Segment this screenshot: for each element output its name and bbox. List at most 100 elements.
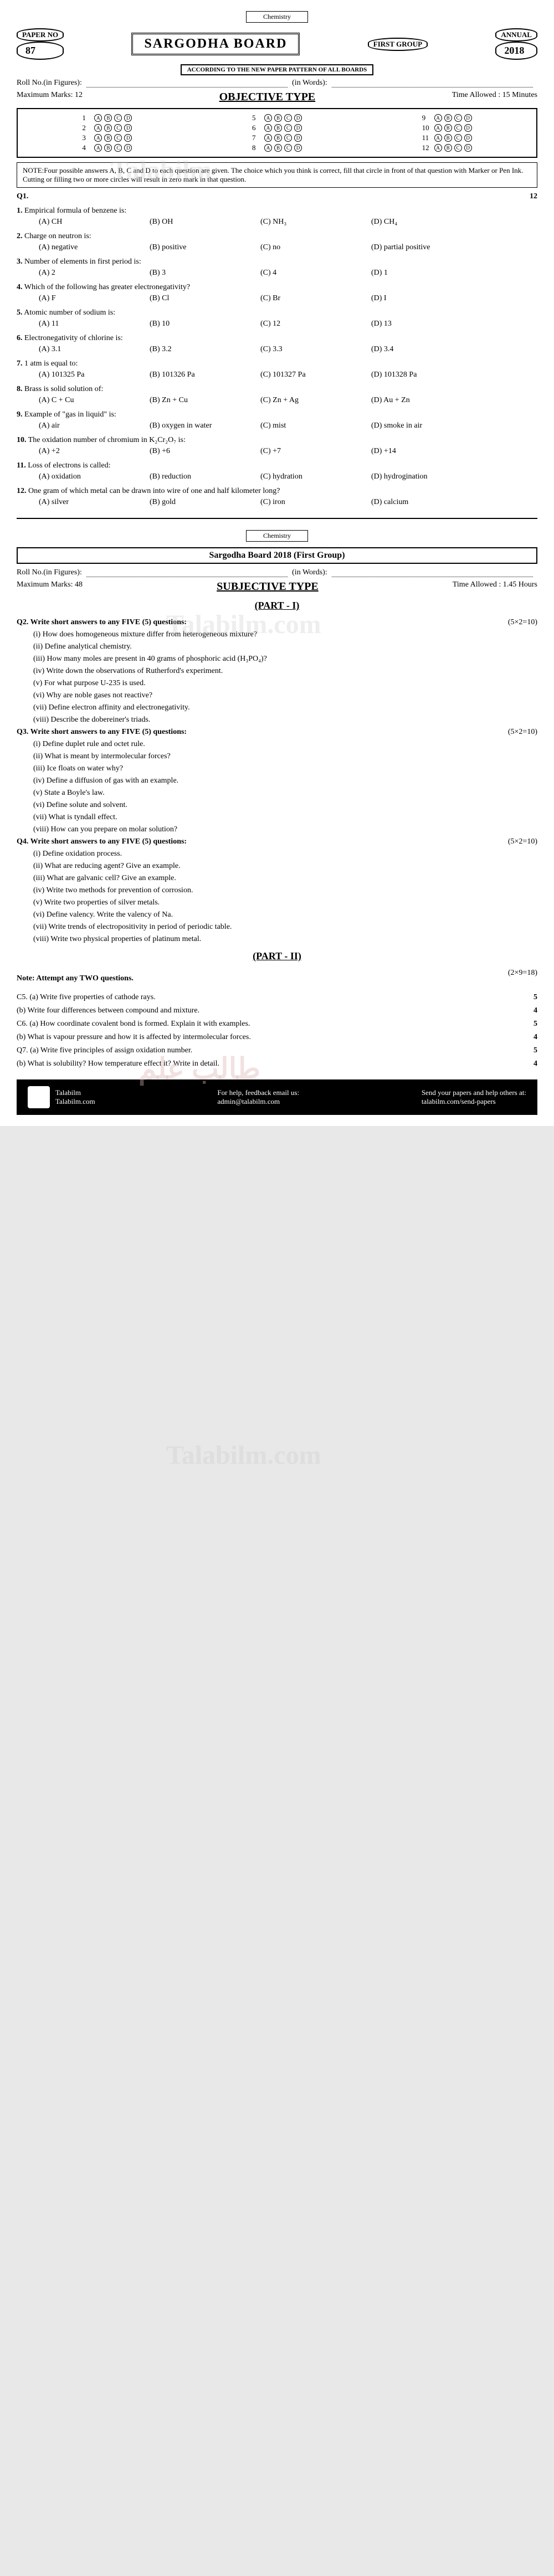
answer-bubble[interactable]: D: [124, 144, 132, 152]
sq-item: (ii) Define analytical chemistry.: [33, 642, 537, 651]
mcq-question: 2. Charge on neutron is:: [17, 232, 537, 241]
answer-bubble[interactable]: D: [294, 134, 302, 142]
bubble-row: 6ABCD: [252, 124, 302, 132]
mcq-option: (D) 13: [371, 320, 449, 328]
roll-fig-label: Roll No.(in Figures):: [17, 79, 82, 88]
answer-bubble[interactable]: A: [94, 114, 102, 122]
time-allowed: Time Allowed : 15 Minutes: [452, 91, 537, 104]
exam-paper: Talabilm Talabilm.com طالب علم Talabilm.…: [0, 0, 554, 1126]
answer-bubble[interactable]: A: [94, 134, 102, 142]
answer-bubble[interactable]: D: [124, 114, 132, 122]
mcq-options: (A) C + Cu(B) Zn + Cu(C) Zn + Ag(D) Au +…: [39, 396, 537, 405]
roll-words-label: (in Words):: [292, 568, 327, 577]
answer-bubble[interactable]: A: [434, 144, 442, 152]
answer-bubble[interactable]: A: [434, 134, 442, 142]
roll-fig-line: [86, 79, 288, 88]
mcq-option: (C) 3.3: [260, 345, 338, 354]
answer-bubble[interactable]: C: [284, 114, 292, 122]
bubble-row: 3ABCD: [82, 133, 132, 142]
bubble-sheet: 1ABCD2ABCD3ABCD4ABCD5ABCD6ABCD7ABCD8ABCD…: [17, 108, 537, 158]
mcq-option: (A) silver: [39, 498, 116, 507]
long-questions: C5. (a) Write five properties of cathode…: [17, 993, 537, 1068]
answer-bubble[interactable]: D: [124, 134, 132, 142]
sq-item: (iii) What are galvanic cell? Give an ex…: [33, 874, 537, 883]
answer-bubble[interactable]: A: [264, 114, 272, 122]
answer-bubble[interactable]: B: [104, 114, 112, 122]
answer-bubble[interactable]: C: [114, 124, 122, 132]
answer-bubble[interactable]: A: [434, 124, 442, 132]
answer-bubble[interactable]: B: [444, 114, 452, 122]
answer-bubble[interactable]: C: [114, 134, 122, 142]
answer-bubble[interactable]: D: [464, 134, 472, 142]
time-allowed: Time Allowed : 1.45 Hours: [453, 580, 537, 593]
answer-bubble[interactable]: B: [274, 114, 282, 122]
bubble-row: 10ABCD: [422, 124, 472, 132]
answer-bubble[interactable]: C: [454, 124, 462, 132]
answer-bubble[interactable]: C: [284, 144, 292, 152]
paper-no-badge: PAPER NO 87: [17, 28, 64, 60]
answer-bubble[interactable]: C: [454, 134, 462, 142]
sq-item: (iv) Write down the observations of Ruth…: [33, 667, 537, 676]
answer-bubble[interactable]: A: [94, 124, 102, 132]
answer-bubble[interactable]: C: [114, 144, 122, 152]
answer-bubble[interactable]: B: [274, 134, 282, 142]
long-question: C5. (a) Write five properties of cathode…: [17, 993, 537, 1002]
answer-bubble[interactable]: B: [104, 144, 112, 152]
answer-bubble[interactable]: D: [294, 114, 302, 122]
sq-item: (vii) What is tyndall effect.: [33, 813, 537, 822]
sq-item: (vi) Define valency. Write the valency o…: [33, 911, 537, 919]
sq-item: (iv) Write two methods for prevention of…: [33, 886, 537, 895]
answer-bubble[interactable]: C: [284, 134, 292, 142]
footer-email-link[interactable]: admin@talabilm.com: [217, 1097, 280, 1106]
long-question: (b) Write four differences between compo…: [17, 1006, 537, 1015]
answer-bubble[interactable]: C: [454, 144, 462, 152]
answer-bubble[interactable]: B: [274, 144, 282, 152]
answer-bubble[interactable]: D: [124, 124, 132, 132]
marks-time-row: Maximum Marks: 12 OBJECTIVE TYPE Time Al…: [17, 91, 537, 104]
answer-bubble[interactable]: B: [104, 134, 112, 142]
answer-bubble[interactable]: A: [264, 124, 272, 132]
answer-bubble[interactable]: A: [434, 114, 442, 122]
answer-bubble[interactable]: A: [264, 134, 272, 142]
answer-bubble[interactable]: C: [114, 114, 122, 122]
bubble-row: 7ABCD: [252, 133, 302, 142]
mcq-option: (C) iron: [260, 498, 338, 507]
answer-bubble[interactable]: B: [444, 124, 452, 132]
answer-bubble[interactable]: C: [284, 124, 292, 132]
mcq-option: (B) oxygen in water: [150, 421, 227, 430]
instructions-note: NOTE:Four possible answers A, B, C and D…: [17, 162, 537, 188]
mcq-options: (A) 3.1(B) 3.2(C) 3.3(D) 3.4: [39, 345, 537, 354]
footer-send-link[interactable]: talabilm.com/send-papers: [422, 1097, 496, 1106]
answer-bubble[interactable]: A: [264, 144, 272, 152]
answer-bubble[interactable]: D: [464, 144, 472, 152]
answer-bubble[interactable]: D: [294, 144, 302, 152]
answer-bubble[interactable]: C: [454, 114, 462, 122]
footer: Talabilm Talabilm.com For help, feedback…: [17, 1079, 537, 1115]
mcq-option: (B) Cl: [150, 294, 227, 303]
answer-bubble[interactable]: D: [294, 124, 302, 132]
mcq-options: (A) oxidation(B) reduction(C) hydration(…: [39, 472, 537, 481]
answer-bubble[interactable]: A: [94, 144, 102, 152]
footer-left: Talabilm Talabilm.com: [28, 1086, 95, 1108]
mcq-option: (D) calcium: [371, 498, 449, 507]
mcq-option: (A) negative: [39, 243, 116, 252]
answer-bubble[interactable]: B: [104, 124, 112, 132]
answer-bubble[interactable]: B: [444, 144, 452, 152]
answer-bubble[interactable]: D: [464, 114, 472, 122]
mcq-option: (D) I: [371, 294, 449, 303]
answer-bubble[interactable]: B: [274, 124, 282, 132]
footer-help: For help, feedback email us:: [217, 1088, 299, 1097]
answer-bubble[interactable]: B: [444, 134, 452, 142]
mcq-options: (A) +2(B) +6(C) +7(D) +14: [39, 447, 537, 456]
subject-label: Chemistry: [246, 11, 308, 23]
mcq-option: (D) Au + Zn: [371, 396, 449, 405]
annual-label: ANNUAL: [495, 28, 537, 42]
watermark: Talabilm.com: [166, 1440, 321, 1470]
mcq-option: (D) smoke in air: [371, 421, 449, 430]
mcq-option: (B) 3.2: [150, 345, 227, 354]
mcq-options: (A) 101325 Pa(B) 101326 Pa(C) 101327 Pa(…: [39, 371, 537, 379]
attempt-note: Note: Attempt any TWO questions.: [17, 974, 134, 983]
answer-bubble[interactable]: D: [464, 124, 472, 132]
sq-item: (vii) Write trends of electropositivity …: [33, 923, 537, 932]
mcq-question: 4. Which of the following has greater el…: [17, 283, 537, 292]
